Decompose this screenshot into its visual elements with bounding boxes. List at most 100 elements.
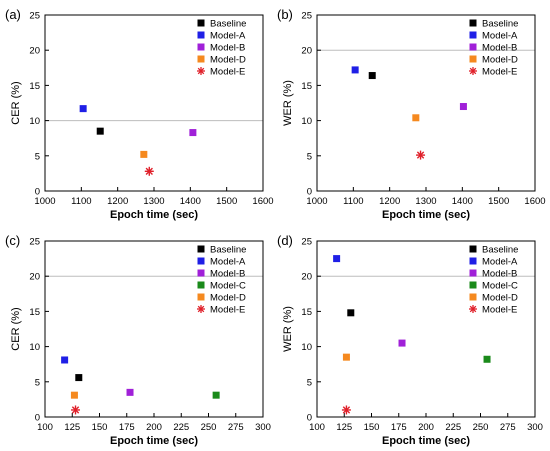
legend-marker bbox=[469, 55, 477, 63]
x-tick-label: 1400 bbox=[452, 196, 473, 207]
x-tick-label: 300 bbox=[255, 422, 271, 433]
legend-label: Model-E bbox=[482, 67, 517, 78]
y-axis-label: CER (%) bbox=[10, 307, 22, 350]
x-tick-label: 1600 bbox=[252, 196, 273, 207]
y-axis-label: CER (%) bbox=[10, 81, 22, 124]
x-tick-label: 1000 bbox=[306, 196, 327, 207]
legend-label: Model-B bbox=[210, 269, 245, 280]
chart-panel: 100 125 150 175 200 225 250 275 300 0 5 10 15 20 25 Epo… bbox=[277, 233, 543, 447]
y-axis-label: WER (%) bbox=[282, 80, 294, 126]
x-tick-label: 175 bbox=[119, 422, 135, 433]
x-tick-label: 1300 bbox=[143, 196, 164, 207]
legend-label: Model-C bbox=[482, 281, 518, 292]
legend-marker bbox=[469, 19, 477, 27]
legend-label: Model-C bbox=[210, 281, 246, 292]
x-tick-label: 150 bbox=[364, 422, 380, 433]
legend-marker bbox=[469, 245, 477, 253]
x-tick-label: 125 bbox=[336, 422, 352, 433]
legend-marker bbox=[197, 245, 205, 253]
x-tick-label: 1200 bbox=[107, 196, 128, 207]
y-tick-label: 0 bbox=[307, 413, 312, 424]
legend-marker bbox=[469, 257, 477, 265]
data-point-model-a bbox=[61, 356, 69, 364]
legend-marker bbox=[197, 257, 205, 265]
y-tick-label: 25 bbox=[301, 11, 312, 22]
y-tick-label: 5 bbox=[35, 151, 40, 162]
x-tick-label: 1500 bbox=[488, 196, 509, 207]
legend-label: Model-B bbox=[482, 269, 517, 280]
x-tick-label: 1000 bbox=[34, 196, 55, 207]
data-point-model-a bbox=[79, 105, 87, 113]
y-tick-label: 0 bbox=[35, 187, 40, 198]
y-tick-label: 10 bbox=[301, 116, 312, 127]
x-axis-label: Epoch time (sec) bbox=[382, 435, 470, 447]
y-tick-label: 20 bbox=[29, 272, 40, 283]
y-tick-label: 20 bbox=[301, 46, 312, 57]
data-point-model-d bbox=[140, 150, 148, 158]
chart-panel: 100 125 150 175 200 225 250 275 300 0 5 10 15 20 25 Epo… bbox=[5, 233, 271, 447]
legend-marker bbox=[469, 269, 477, 277]
x-axis-label: Epoch time (sec) bbox=[110, 435, 198, 447]
y-tick-label: 10 bbox=[301, 342, 312, 353]
data-point-baseline bbox=[347, 309, 355, 317]
legend-marker bbox=[469, 281, 477, 289]
legend-marker bbox=[197, 269, 205, 277]
x-tick-label: 300 bbox=[527, 422, 543, 433]
panel-label: (a) bbox=[5, 7, 21, 22]
legend-marker bbox=[197, 43, 205, 51]
y-tick-label: 10 bbox=[29, 116, 40, 127]
x-tick-label: 100 bbox=[37, 422, 53, 433]
y-tick-label: 15 bbox=[301, 307, 312, 318]
data-point-model-e bbox=[416, 150, 426, 160]
x-tick-label: 100 bbox=[309, 422, 325, 433]
data-point-baseline bbox=[96, 127, 104, 135]
legend: BaselineModel-AModel-BModel-CModel-DMode… bbox=[469, 245, 518, 316]
legend-marker bbox=[469, 43, 477, 51]
data-point-model-b bbox=[189, 129, 197, 137]
y-tick-label: 5 bbox=[307, 377, 312, 388]
legend-label: Model-E bbox=[482, 305, 517, 316]
y-tick-label: 15 bbox=[29, 307, 40, 318]
x-tick-label: 225 bbox=[173, 422, 189, 433]
legend-label: Model-D bbox=[210, 293, 246, 304]
legend-marker bbox=[197, 293, 205, 301]
legend-label: Model-A bbox=[210, 257, 246, 268]
data-point-baseline bbox=[368, 72, 376, 80]
y-tick-label: 25 bbox=[29, 237, 40, 248]
legend-marker bbox=[197, 281, 205, 289]
y-tick-label: 15 bbox=[301, 81, 312, 92]
chart-panel: 1000 1100 1200 1300 1400 1500 1600 0 5 10 15 20 25 Ep… bbox=[5, 7, 274, 221]
legend-label: Model-E bbox=[210, 305, 245, 316]
data-point-model-a bbox=[333, 255, 341, 263]
x-tick-label: 1600 bbox=[524, 196, 545, 207]
legend-marker bbox=[197, 55, 205, 63]
data-point-model-d bbox=[342, 353, 350, 361]
data-point-model-c bbox=[212, 391, 220, 399]
legend-label: Model-E bbox=[210, 67, 245, 78]
legend-marker bbox=[469, 293, 477, 301]
data-point-model-b bbox=[398, 339, 406, 347]
legend-label: Baseline bbox=[210, 19, 246, 30]
data-point-model-d bbox=[70, 391, 78, 399]
data-point-model-c bbox=[483, 355, 491, 363]
x-tick-label: 125 bbox=[64, 422, 80, 433]
data-point-model-e bbox=[144, 166, 154, 176]
x-axis-label: Epoch time (sec) bbox=[110, 209, 198, 221]
x-tick-label: 175 bbox=[391, 422, 407, 433]
data-point-model-a bbox=[351, 66, 359, 74]
x-tick-label: 1400 bbox=[180, 196, 201, 207]
legend-marker bbox=[197, 31, 205, 39]
data-point-baseline bbox=[75, 374, 83, 382]
chart-panel: 1000 1100 1200 1300 1400 1500 1600 0 5 10 15 20 25 Ep… bbox=[277, 7, 546, 221]
x-tick-label: 250 bbox=[201, 422, 217, 433]
y-tick-label: 5 bbox=[307, 151, 312, 162]
legend-label: Baseline bbox=[210, 245, 246, 256]
data-point-model-e bbox=[71, 405, 81, 415]
legend-label: Model-D bbox=[210, 55, 246, 66]
panel-label: (c) bbox=[5, 233, 20, 248]
legend-marker bbox=[469, 305, 477, 313]
x-tick-label: 275 bbox=[228, 422, 244, 433]
legend-label: Model-A bbox=[482, 31, 518, 42]
